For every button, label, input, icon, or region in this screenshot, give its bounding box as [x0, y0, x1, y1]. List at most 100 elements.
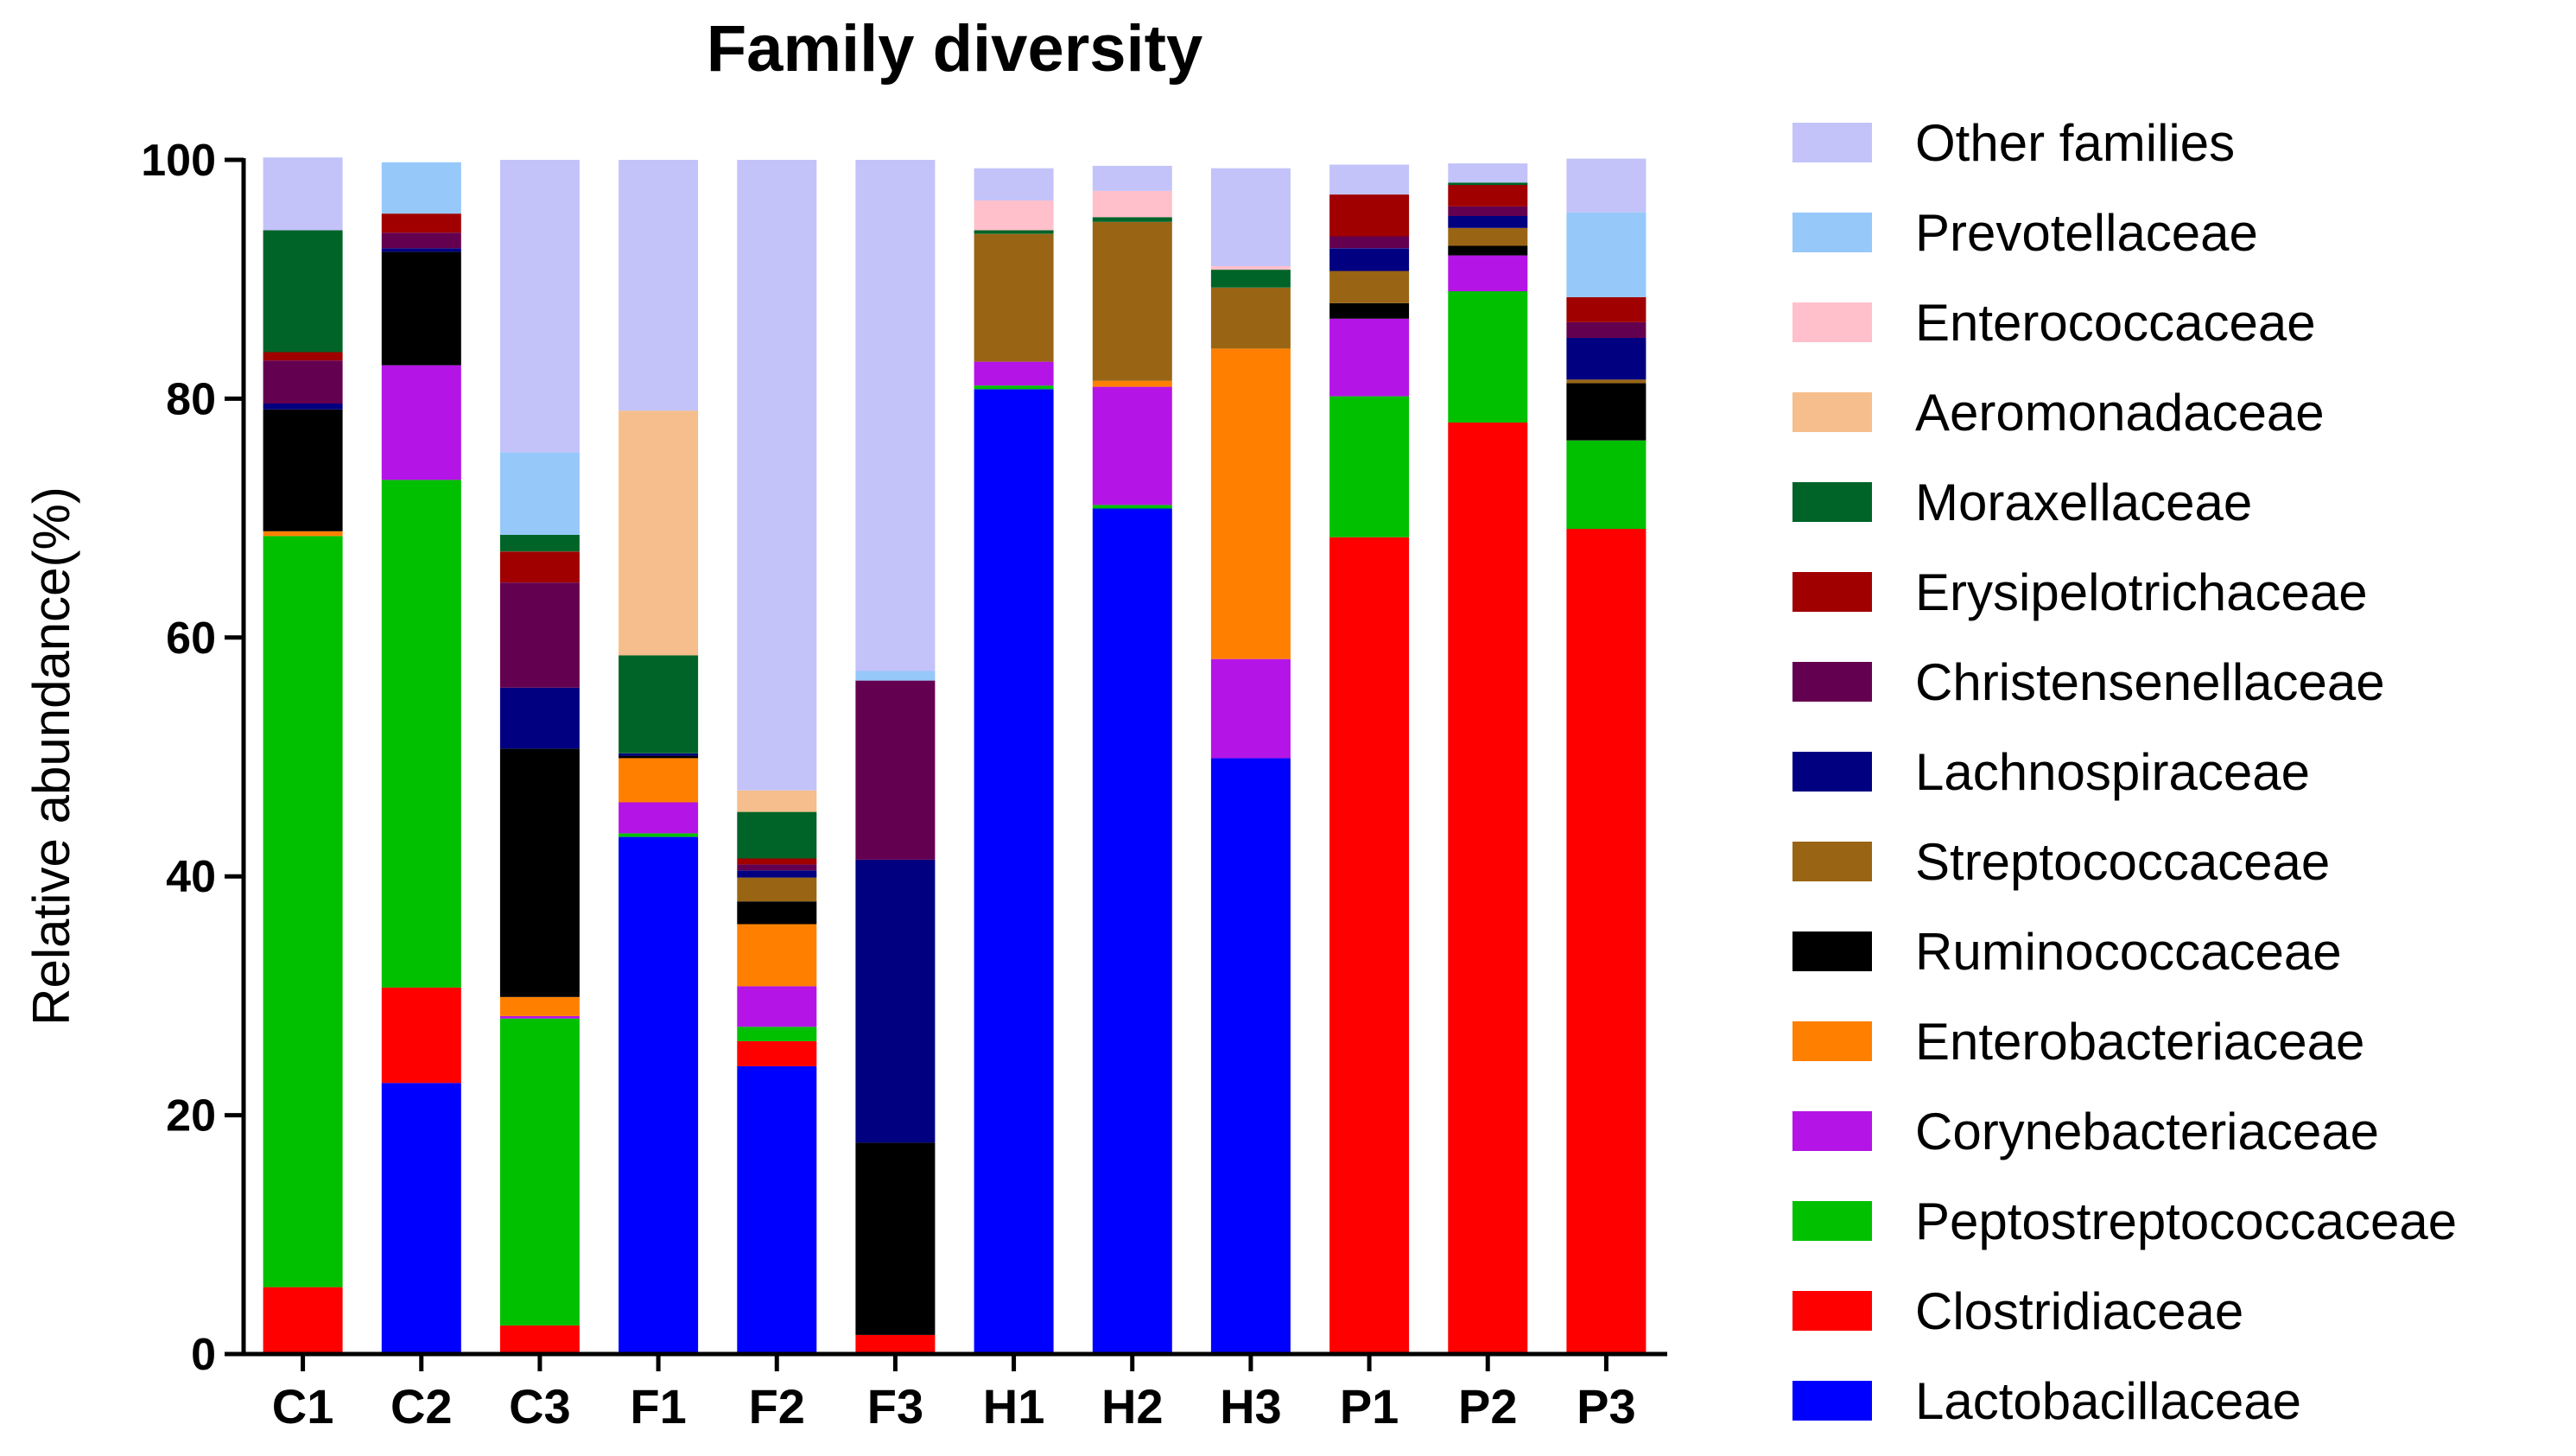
legend-swatch — [1792, 482, 1872, 522]
bar-F2-clostridiaceae — [737, 1040, 817, 1066]
bar-C2-lachnospiraceae — [381, 248, 461, 252]
bar-P1-christensenellaceae — [1329, 236, 1410, 249]
bar-C3-peptostreptococcaceae — [499, 1018, 580, 1326]
bar-P1-erysipelotrichaceae — [1329, 194, 1410, 237]
bar-C3-other-families — [499, 160, 580, 453]
bar-C3-corynebacteriaceae — [499, 1015, 580, 1019]
legend-swatch — [1792, 392, 1872, 432]
bar-F1-peptostreptococcaceae — [619, 833, 699, 837]
bar-F3-clostridiaceae — [855, 1334, 936, 1354]
legend-swatch — [1792, 123, 1872, 162]
bar-F1-moraxellaceae — [619, 655, 699, 753]
legend-swatch — [1792, 213, 1872, 252]
bar-H1-enterococcaceae — [974, 200, 1054, 231]
bar-C3-clostridiaceae — [499, 1325, 580, 1354]
bar-C2-prevotellaceae — [381, 162, 461, 214]
legend-label: Lactobacillaceae — [1915, 1372, 2301, 1430]
y-axis-label: Relative abundance(%) — [22, 486, 80, 1026]
legend: Other families Prevotellaceae Enterococcac… — [1792, 114, 2457, 1430]
bar-H1-moraxellaceae — [974, 230, 1054, 234]
bar-H3-streptococcaceae — [1210, 287, 1291, 349]
legend-swatch — [1792, 572, 1872, 612]
bar-F2-aeromonadaceae — [737, 790, 817, 812]
legend-swatch — [1792, 931, 1872, 971]
legend-label: Peptostreptococcaceae — [1915, 1192, 2457, 1250]
x-tick-label: P3 — [1577, 1379, 1636, 1434]
bar-C2-corynebacteriaceae — [381, 365, 461, 480]
bar-C1-erysipelotrichaceae — [263, 352, 343, 361]
legend-label: Ruminococcaceae — [1915, 923, 2342, 981]
bar-H2-enterococcaceae — [1092, 190, 1172, 218]
bar-F1-corynebacteriaceae — [619, 802, 699, 834]
bars-group — [263, 157, 1646, 1354]
legend-label: Clostridiaceae — [1915, 1282, 2243, 1340]
y-tick-label: 80 — [166, 374, 216, 424]
bar-F2-lactobacillaceae — [737, 1065, 817, 1354]
bar-C3-enterobacteriaceae — [499, 996, 580, 1016]
bar-C1-christensenellaceae — [263, 360, 343, 404]
bar-P1-other-families — [1329, 164, 1410, 195]
bar-P1-corynebacteriaceae — [1329, 318, 1410, 397]
bar-P2-ruminococcaceae — [1448, 245, 1528, 256]
legend-swatch — [1792, 752, 1872, 792]
legend-label: Other families — [1915, 114, 2235, 172]
bar-F3-lachnospiraceae — [855, 859, 936, 1143]
legend-label: Moraxellaceae — [1915, 474, 2252, 531]
legend-label: Enterococcaceae — [1915, 294, 2316, 352]
bar-F2-erysipelotrichaceae — [737, 858, 817, 865]
legend-label: Aeromonadaceae — [1915, 384, 2325, 442]
bar-H2-enterobacteriaceae — [1092, 380, 1172, 387]
y-tick-label: 60 — [166, 614, 216, 664]
bar-C1-moraxellaceae — [263, 230, 343, 353]
bar-F3-other-families — [855, 160, 936, 671]
bar-H3-moraxellaceae — [1210, 270, 1291, 288]
bar-C2-ruminococcaceae — [381, 251, 461, 366]
bar-F2-other-families — [737, 160, 817, 791]
bar-P3-erysipelotrichaceae — [1566, 296, 1646, 322]
bar-H1-peptostreptococcaceae — [974, 385, 1054, 390]
bar-H2-moraxellaceae — [1092, 217, 1172, 222]
legend-swatch — [1792, 302, 1872, 342]
legend-label: Corynebacteriaceae — [1915, 1103, 2379, 1160]
legend-swatch — [1792, 1381, 1872, 1421]
y-tick-label: 0 — [191, 1330, 216, 1380]
bar-P1-clostridiaceae — [1329, 537, 1410, 1354]
x-tick-label: P2 — [1458, 1379, 1518, 1434]
bar-F2-ruminococcaceae — [737, 901, 817, 925]
bar-P3-other-families — [1566, 158, 1646, 213]
bar-C1-peptostreptococcaceae — [263, 536, 343, 1288]
bar-F1-aeromonadaceae — [619, 410, 699, 656]
bar-P2-christensenellaceae — [1448, 206, 1528, 216]
bar-H1-streptococcaceae — [974, 233, 1054, 362]
bar-C3-ruminococcaceae — [499, 748, 580, 997]
axes-group: 0 20 40 60 80 100 C1 C2 C3 F1 F2 F3 H1 H2 H3 P1 P2 P3 — [141, 136, 1667, 1434]
bar-F2-christensenellaceae — [737, 864, 817, 871]
bar-H2-streptococcaceae — [1092, 221, 1172, 381]
bar-H3-other-families — [1210, 168, 1291, 266]
bar-C3-christensenellaceae — [499, 582, 580, 688]
x-tick-label: F1 — [630, 1379, 686, 1434]
bar-F3-prevotellaceae — [855, 671, 936, 681]
bar-H2-peptostreptococcaceae — [1092, 505, 1172, 509]
bar-C3-moraxellaceae — [499, 534, 580, 552]
bar-F2-corynebacteriaceae — [737, 986, 817, 1027]
legend-label: Streptococcaceae — [1915, 833, 2330, 891]
bar-F1-other-families — [619, 160, 699, 411]
bar-P3-peptostreptococcaceae — [1566, 440, 1646, 530]
bar-P3-ruminococcaceae — [1566, 383, 1646, 441]
y-tick-label: 100 — [141, 136, 216, 186]
x-tick-label: C2 — [390, 1379, 453, 1434]
bar-C2-erysipelotrichaceae — [381, 213, 461, 233]
bar-C2-peptostreptococcaceae — [381, 480, 461, 988]
bar-F2-streptococcaceae — [737, 877, 817, 902]
bar-C1-clostridiaceae — [263, 1287, 343, 1354]
bar-F2-lachnospiraceae — [737, 870, 817, 878]
bar-C1-other-families — [263, 157, 343, 231]
bar-F2-peptostreptococcaceae — [737, 1027, 817, 1041]
bar-C1-ruminococcaceae — [263, 409, 343, 531]
bar-P2-lachnospiraceae — [1448, 216, 1528, 228]
bar-H3-enterococcaceae — [1210, 266, 1291, 270]
bar-P2-clostridiaceae — [1448, 423, 1528, 1354]
legend-label: Enterobacteriaceae — [1915, 1013, 2364, 1071]
